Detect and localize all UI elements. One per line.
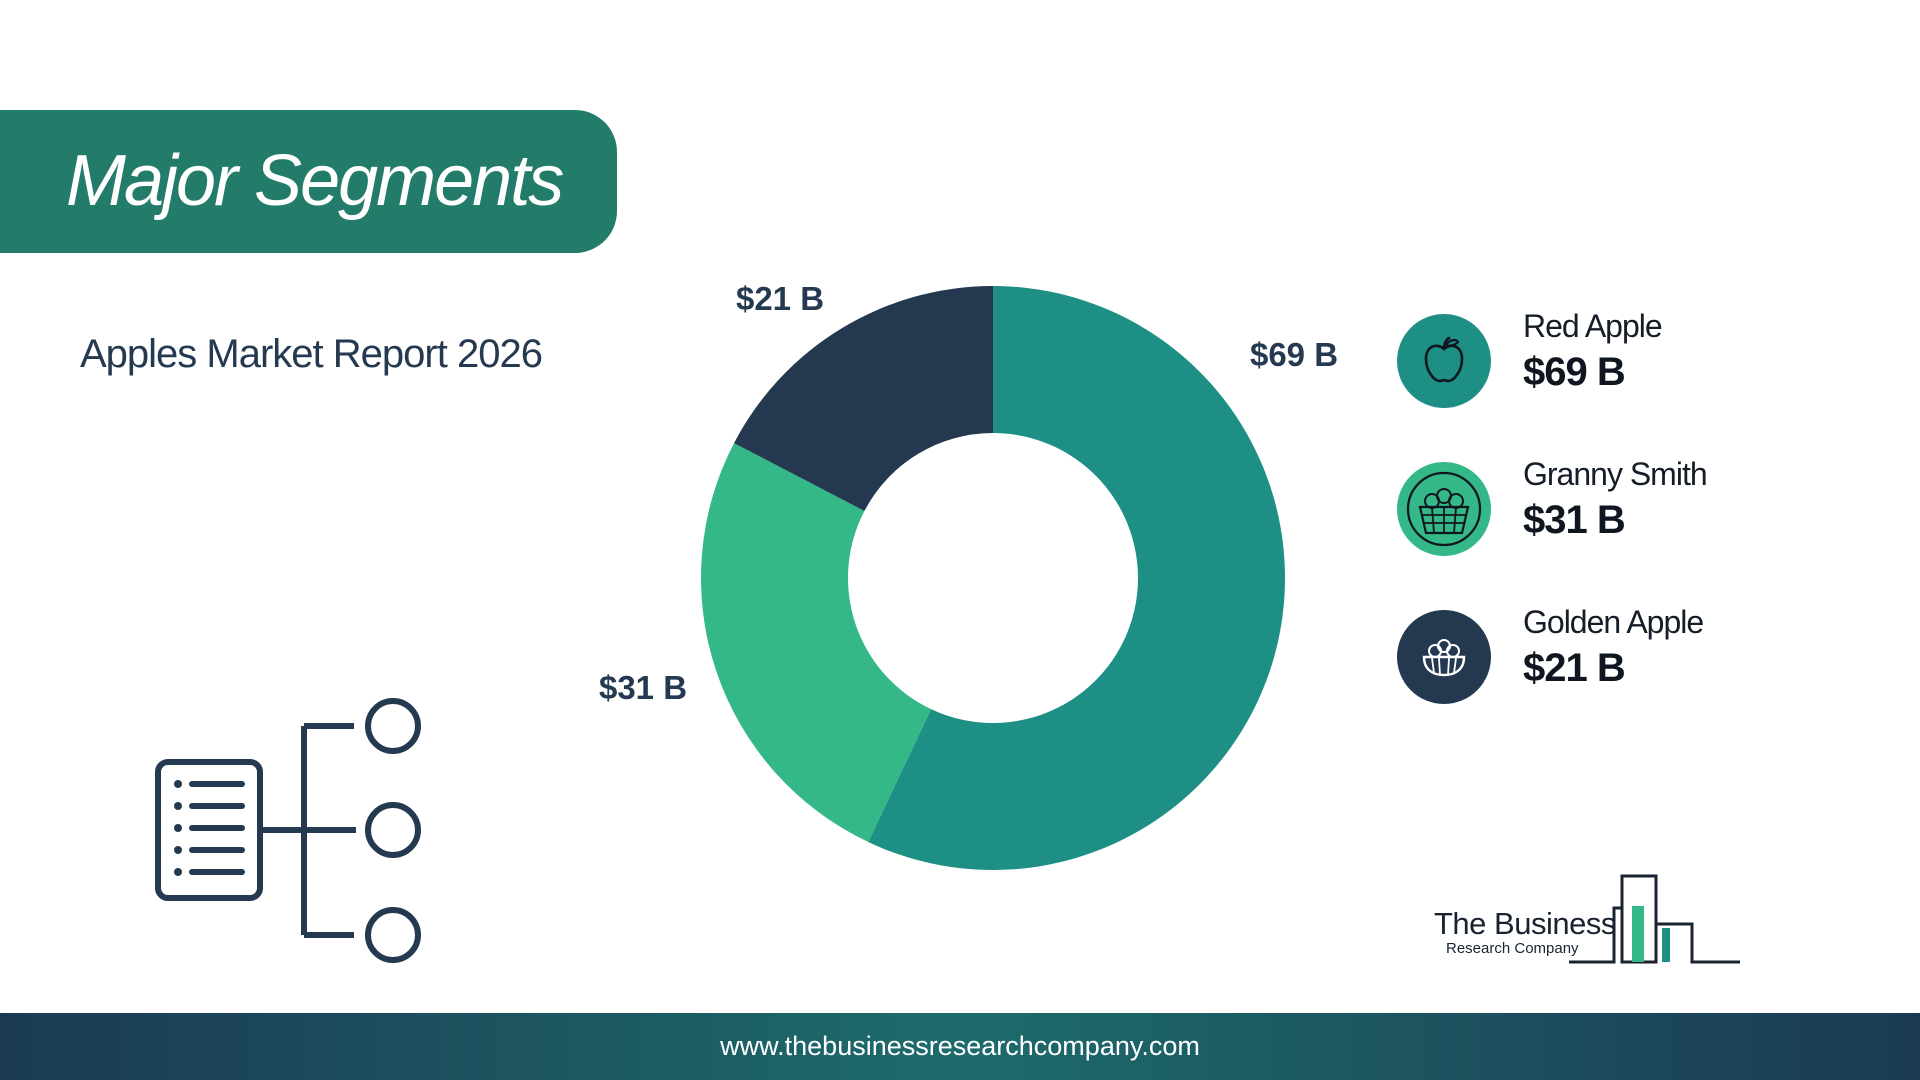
page-title: Major Segments bbox=[66, 141, 564, 221]
legend-swatch-golden-apple bbox=[1397, 610, 1491, 704]
data-label-golden-apple: $21 B bbox=[736, 280, 824, 317]
logo-name: The Business bbox=[1434, 906, 1616, 941]
logo-tagline: Research Company bbox=[1446, 940, 1579, 957]
data-label-granny-smith: $31 B bbox=[599, 669, 687, 706]
legend-item-granny-smith: Granny Smith $31 B bbox=[1397, 456, 1757, 562]
legend-swatch-red-apple bbox=[1397, 314, 1491, 408]
legend-value-granny-smith: $31 B bbox=[1523, 498, 1626, 542]
donut-chart-svg: $69 B $31 B $21 B bbox=[599, 280, 1338, 870]
legend-item-red-apple: Red Apple $69 B bbox=[1397, 308, 1757, 414]
donut-slice-red-apple bbox=[868, 286, 1285, 870]
legend-value-red-apple: $69 B bbox=[1523, 350, 1626, 394]
title-banner: Major Segments bbox=[0, 110, 617, 253]
legend-value-golden-apple: $21 B bbox=[1523, 646, 1626, 690]
legend-label-red-apple: Red Apple bbox=[1523, 308, 1663, 344]
apple-icon bbox=[1424, 336, 1464, 383]
fruit-bowl-icon bbox=[1422, 639, 1466, 677]
apple-basket-icon bbox=[1406, 471, 1482, 547]
report-subtitle: Apples Market Report 2026 bbox=[80, 332, 543, 376]
company-logo: The Business Research Company bbox=[1434, 868, 1744, 968]
donut-slice-granny-smith bbox=[701, 443, 932, 843]
legend-item-golden-apple: Golden Apple $21 B bbox=[1397, 604, 1757, 710]
segments-tree-icon bbox=[150, 690, 440, 975]
legend-swatch-granny-smith bbox=[1397, 462, 1491, 556]
footer-bar: www.thebusinessresearchcompany.com bbox=[0, 1013, 1920, 1080]
legend-label-golden-apple: Golden Apple bbox=[1523, 604, 1704, 640]
data-label-red-apple: $69 B bbox=[1250, 336, 1338, 373]
donut-slice-golden-apple bbox=[734, 286, 993, 512]
logo-buildings-icon bbox=[1569, 874, 1740, 964]
legend-label-granny-smith: Granny Smith bbox=[1523, 456, 1708, 492]
donut-chart: $69 B $31 B $21 B bbox=[599, 280, 1338, 870]
footer-url[interactable]: www.thebusinessresearchcompany.com bbox=[720, 1031, 1200, 1061]
